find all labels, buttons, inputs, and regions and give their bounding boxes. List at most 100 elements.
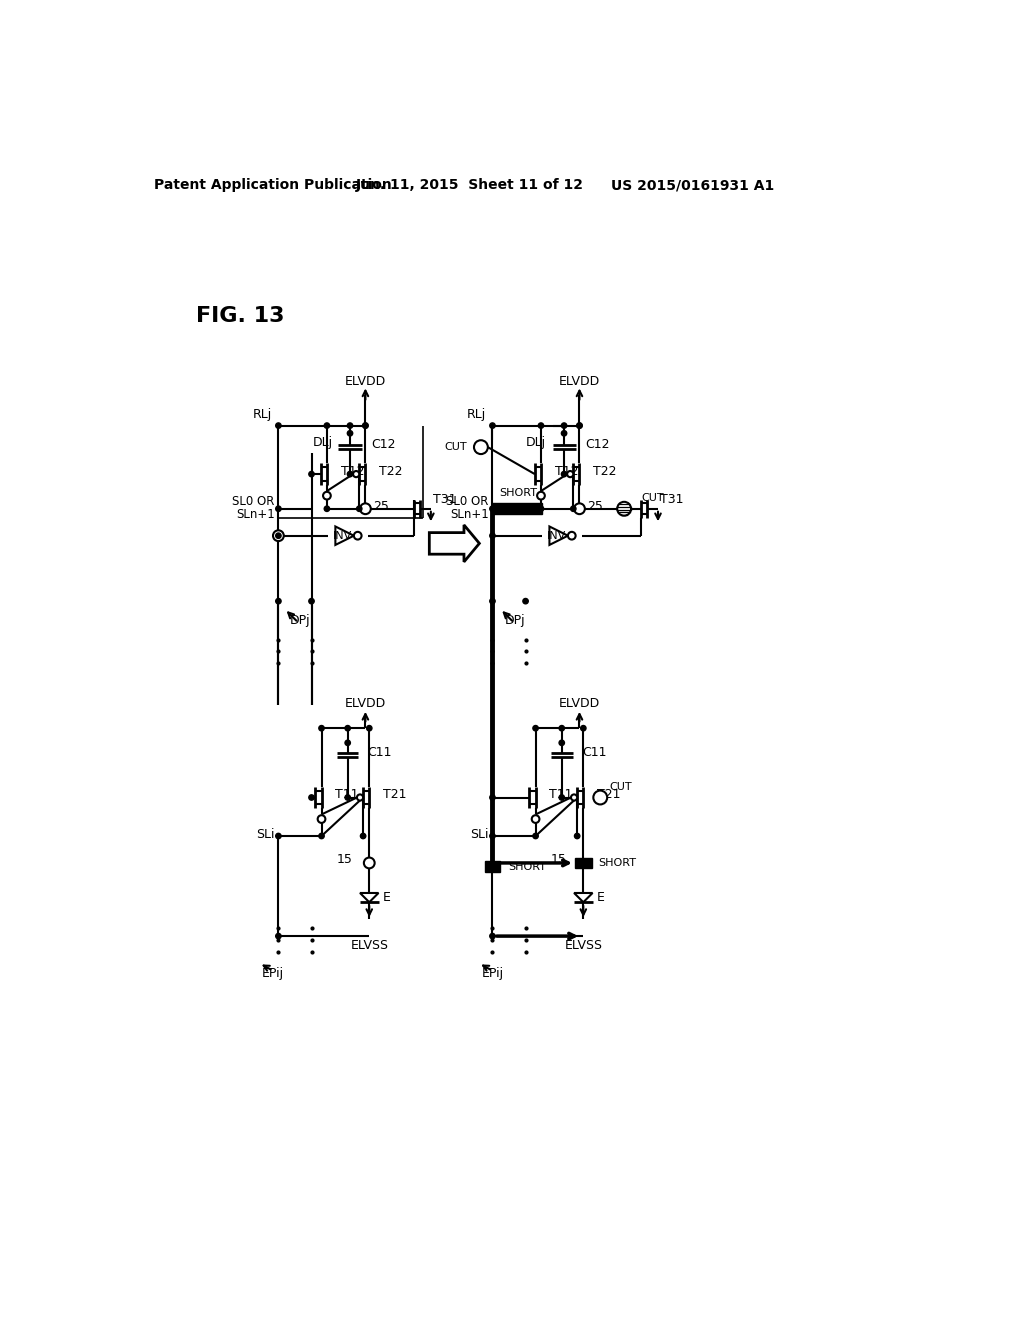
Text: T31: T31 bbox=[433, 492, 457, 506]
Text: DLj: DLj bbox=[525, 436, 546, 449]
Circle shape bbox=[275, 598, 282, 603]
Text: INV: INV bbox=[333, 531, 352, 541]
Text: 15: 15 bbox=[551, 853, 566, 866]
Circle shape bbox=[347, 430, 352, 436]
Text: SL0 OR: SL0 OR bbox=[232, 495, 274, 508]
Circle shape bbox=[559, 795, 564, 800]
Text: ELVSS: ELVSS bbox=[350, 939, 388, 952]
Circle shape bbox=[275, 933, 282, 939]
Text: 15: 15 bbox=[337, 853, 352, 866]
Circle shape bbox=[539, 422, 544, 428]
Circle shape bbox=[489, 933, 496, 939]
Text: 25: 25 bbox=[373, 500, 389, 513]
Text: T12: T12 bbox=[555, 465, 579, 478]
Text: ELVDD: ELVDD bbox=[345, 375, 386, 388]
FancyBboxPatch shape bbox=[484, 862, 500, 873]
Circle shape bbox=[568, 532, 575, 540]
Text: SHORT: SHORT bbox=[500, 488, 538, 499]
Circle shape bbox=[345, 726, 350, 731]
Circle shape bbox=[489, 533, 496, 539]
Text: INV: INV bbox=[547, 531, 566, 541]
Circle shape bbox=[474, 441, 487, 454]
Text: E: E bbox=[383, 891, 391, 904]
Text: T11: T11 bbox=[550, 788, 573, 801]
Text: ELVDD: ELVDD bbox=[559, 375, 600, 388]
Text: 25: 25 bbox=[587, 500, 603, 513]
Text: ELVDD: ELVDD bbox=[345, 697, 386, 710]
Circle shape bbox=[571, 795, 578, 800]
Circle shape bbox=[577, 422, 583, 428]
Text: DLj: DLj bbox=[313, 436, 333, 449]
Text: T21: T21 bbox=[597, 788, 621, 801]
Text: FIG. 13: FIG. 13 bbox=[197, 306, 285, 326]
Circle shape bbox=[323, 492, 331, 499]
Circle shape bbox=[574, 503, 585, 513]
Text: C12: C12 bbox=[586, 438, 610, 451]
Circle shape bbox=[354, 532, 361, 540]
Circle shape bbox=[367, 726, 372, 731]
Circle shape bbox=[362, 422, 368, 428]
FancyBboxPatch shape bbox=[493, 503, 542, 515]
Circle shape bbox=[532, 726, 539, 731]
Circle shape bbox=[539, 506, 544, 511]
Text: CUT: CUT bbox=[444, 442, 467, 453]
Circle shape bbox=[275, 506, 282, 511]
Circle shape bbox=[309, 471, 314, 477]
Circle shape bbox=[489, 833, 496, 838]
Circle shape bbox=[360, 833, 366, 838]
Circle shape bbox=[275, 422, 282, 428]
Text: SLi: SLi bbox=[470, 828, 488, 841]
Text: T12: T12 bbox=[341, 465, 365, 478]
Text: SLn+1: SLn+1 bbox=[236, 508, 274, 521]
Circle shape bbox=[325, 422, 330, 428]
FancyBboxPatch shape bbox=[574, 858, 592, 869]
Text: CUT: CUT bbox=[609, 781, 632, 792]
Circle shape bbox=[581, 726, 586, 731]
Text: SHORT: SHORT bbox=[508, 862, 546, 871]
Circle shape bbox=[489, 598, 496, 603]
Circle shape bbox=[360, 503, 371, 513]
Text: C11: C11 bbox=[582, 746, 606, 759]
Text: T31: T31 bbox=[660, 492, 684, 506]
Text: DPj: DPj bbox=[290, 614, 310, 627]
Text: ELVDD: ELVDD bbox=[559, 697, 600, 710]
Text: C12: C12 bbox=[372, 438, 396, 451]
Circle shape bbox=[318, 833, 325, 838]
Text: RLj: RLj bbox=[253, 408, 272, 421]
Circle shape bbox=[317, 816, 326, 822]
Circle shape bbox=[489, 506, 496, 511]
Text: EPij: EPij bbox=[262, 966, 284, 979]
Circle shape bbox=[347, 422, 352, 428]
Text: SL0 OR: SL0 OR bbox=[446, 495, 488, 508]
Circle shape bbox=[523, 598, 528, 603]
Circle shape bbox=[561, 430, 566, 436]
Text: ELVSS: ELVSS bbox=[564, 939, 602, 952]
Circle shape bbox=[570, 506, 577, 511]
Text: T21: T21 bbox=[383, 788, 407, 801]
Circle shape bbox=[309, 795, 314, 800]
Text: SLn+1: SLn+1 bbox=[450, 508, 488, 521]
Text: CUT: CUT bbox=[641, 492, 664, 503]
Circle shape bbox=[617, 502, 631, 516]
Circle shape bbox=[567, 471, 573, 478]
Text: E: E bbox=[597, 891, 605, 904]
Circle shape bbox=[362, 422, 368, 428]
Circle shape bbox=[325, 506, 330, 511]
Circle shape bbox=[364, 858, 375, 869]
Circle shape bbox=[309, 598, 314, 603]
Circle shape bbox=[559, 726, 564, 731]
Circle shape bbox=[273, 531, 284, 541]
Circle shape bbox=[275, 833, 282, 838]
Circle shape bbox=[574, 833, 580, 838]
Text: RLj: RLj bbox=[467, 408, 486, 421]
Text: SHORT: SHORT bbox=[599, 858, 637, 869]
Circle shape bbox=[489, 795, 496, 800]
Circle shape bbox=[275, 533, 282, 539]
Circle shape bbox=[531, 816, 540, 822]
Text: EPij: EPij bbox=[481, 966, 504, 979]
Circle shape bbox=[593, 791, 607, 804]
Circle shape bbox=[353, 471, 359, 478]
Text: DPj: DPj bbox=[505, 614, 526, 627]
Text: T11: T11 bbox=[336, 788, 358, 801]
Circle shape bbox=[357, 795, 364, 800]
